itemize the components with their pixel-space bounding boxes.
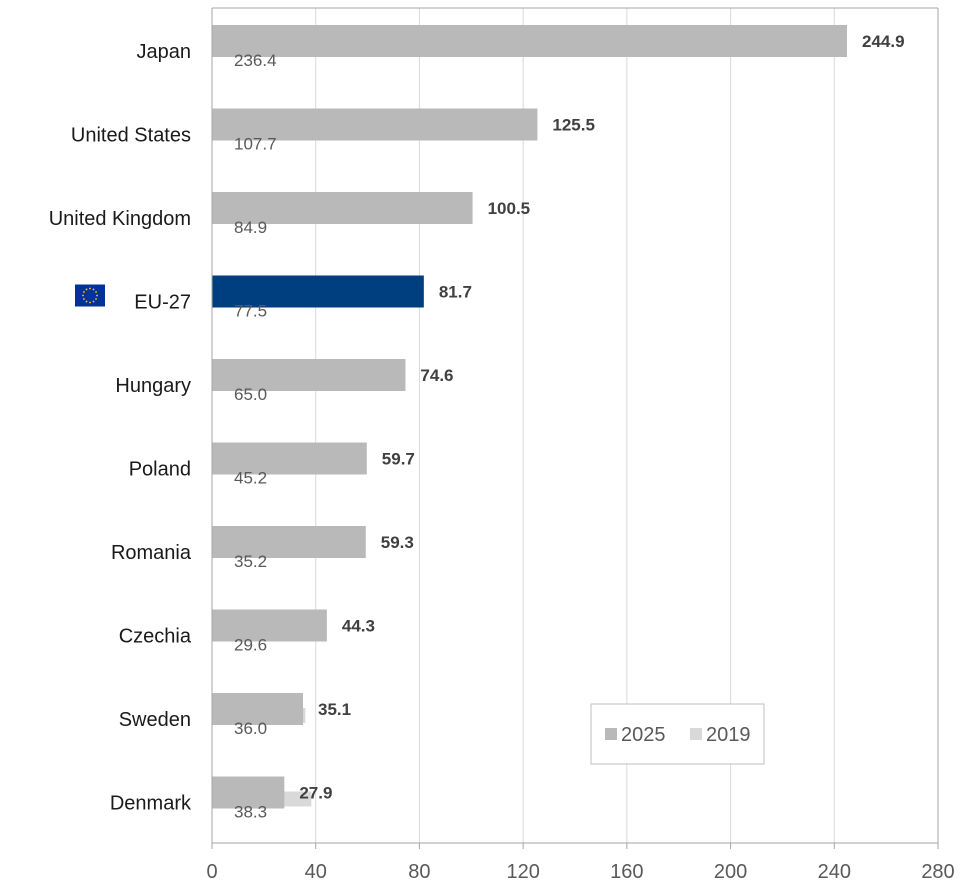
bar-2025 xyxy=(212,693,304,725)
value-label-2019: 35.2 xyxy=(234,552,267,571)
bar-2025 xyxy=(212,776,285,809)
value-label-2019: 38.3 xyxy=(234,803,267,822)
bar-2025 xyxy=(212,526,366,558)
legend: 2025 2019 xyxy=(590,703,765,765)
category-label: Czechia xyxy=(119,626,192,648)
eu-flag-star xyxy=(83,298,85,300)
value-label-2025: 81.7 xyxy=(439,283,472,302)
value-label-2019: 45.2 xyxy=(234,469,267,488)
value-label-2019: 36.0 xyxy=(234,719,267,738)
value-label-2025: 244.9 xyxy=(862,32,905,51)
legend-label-2025: 2025 xyxy=(621,724,666,746)
value-label-2025: 35.1 xyxy=(318,700,351,719)
axes xyxy=(211,7,939,849)
value-label-2025: 59.7 xyxy=(382,450,415,469)
x-tick-label: 160 xyxy=(610,861,643,883)
bar-2025 xyxy=(212,359,406,391)
value-label-2019: 236.4 xyxy=(234,51,277,70)
x-tick-label: 120 xyxy=(506,861,539,883)
eu-flag-star xyxy=(96,294,98,297)
eu-flag-star xyxy=(83,291,85,293)
x-tick-label: 80 xyxy=(408,861,430,883)
bar-2025 xyxy=(212,192,473,224)
value-label-2019: 65.0 xyxy=(234,385,267,404)
value-label-2019: 77.5 xyxy=(234,302,267,321)
legend-swatch-2025 xyxy=(605,728,617,740)
category-label: Sweden xyxy=(119,709,191,731)
eu-flag-star xyxy=(89,287,91,290)
legend-swatch-2019 xyxy=(690,728,702,740)
value-label-2019: 29.6 xyxy=(234,636,267,655)
bar-2025 xyxy=(212,442,367,475)
eu-flag-star xyxy=(92,288,95,291)
labels: 0 40 80 120 160 200 240 280 Japan 244.9 236.4 Unite… xyxy=(49,32,955,883)
value-label-2025: 59.3 xyxy=(381,533,414,552)
category-label: United States xyxy=(71,125,191,147)
bar-2025 xyxy=(212,108,538,141)
value-label-2019: 84.9 xyxy=(234,218,267,237)
bar-2025 xyxy=(212,275,424,308)
eu-flag-star xyxy=(92,300,95,303)
eu-flag-field xyxy=(75,284,105,307)
category-label: Poland xyxy=(129,459,191,481)
value-label-2025: 27.9 xyxy=(299,784,332,803)
eu-flag-star xyxy=(89,301,91,304)
x-tick-label: 280 xyxy=(921,861,954,883)
category-label: United Kingdom xyxy=(49,208,191,230)
category-label: Hungary xyxy=(115,375,191,397)
category-label: Romania xyxy=(111,542,192,564)
value-label-2025: 74.6 xyxy=(420,366,453,385)
legend-box xyxy=(590,703,765,765)
value-label-2025: 125.5 xyxy=(552,116,595,135)
eu-flag-star xyxy=(82,294,84,297)
category-label: EU-27 xyxy=(134,292,191,314)
bar-2025 xyxy=(212,25,847,57)
eu-flag-icon xyxy=(75,284,105,307)
x-tick-label: 240 xyxy=(818,861,851,883)
eu-flag-star xyxy=(85,300,88,303)
value-label-2025: 100.5 xyxy=(488,199,531,218)
x-tick-label: 40 xyxy=(305,861,327,883)
bar-2025 xyxy=(212,609,327,642)
value-label-2019: 107.7 xyxy=(234,135,277,154)
x-tick-label: 200 xyxy=(714,861,747,883)
legend-label-2019: 2019 xyxy=(706,724,751,746)
bars xyxy=(212,25,847,809)
category-label: Denmark xyxy=(110,793,192,815)
x-tick-label: 0 xyxy=(206,861,217,883)
category-label: Japan xyxy=(137,41,192,63)
eu-flag-star xyxy=(85,288,88,291)
eu-flag-star xyxy=(95,291,97,293)
value-label-2025: 44.3 xyxy=(342,617,375,636)
eu-flag-star xyxy=(95,298,97,300)
